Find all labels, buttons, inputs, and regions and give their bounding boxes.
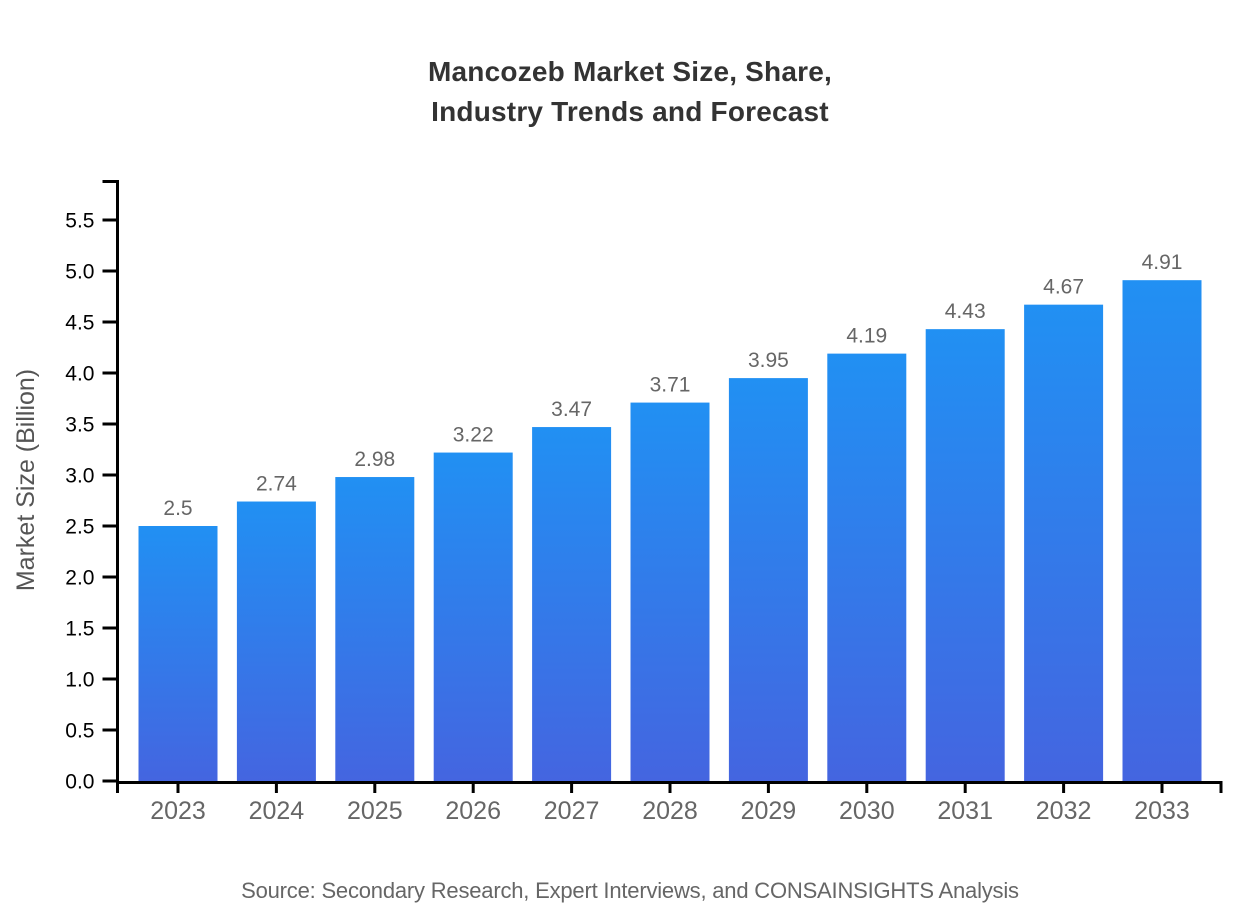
bar [1024,304,1104,781]
source-note: Source: Secondary Research, Expert Inter… [241,878,1019,903]
bar-value-label: 3.47 [551,398,592,421]
x-tick-label: 2025 [347,797,403,825]
y-tick-label: 0.5 [65,720,94,743]
bar [630,402,710,781]
bar-value-label: 4.67 [1043,276,1084,299]
y-tick-label: 1.0 [65,669,94,692]
bar [138,526,218,781]
bar-value-label: 4.43 [945,300,986,323]
x-axis [116,781,1223,793]
bar [728,378,808,781]
bar-value-label: 2.98 [354,448,395,471]
x-tick-label: 2032 [1036,797,1092,825]
y-tick-label: 4.0 [65,363,94,386]
x-tick-label: 2024 [249,797,305,825]
y-tick-label: 3.0 [65,465,94,488]
bar-value-label: 4.91 [1142,251,1183,274]
bar [532,427,612,781]
bar-value-label: 4.19 [846,325,887,348]
bar-value-label: 3.71 [650,374,691,397]
bar-value-label: 2.74 [256,473,297,496]
y-axis-title: Market Size (Billion) [12,369,40,591]
y-tick-label: 0.0 [65,771,94,794]
x-tick-label: 2029 [741,797,797,825]
x-tick-label: 2027 [544,797,600,825]
y-tick-label: 3.5 [65,414,94,437]
y-tick-label: 2.5 [65,516,94,539]
x-tick-label: 2030 [839,797,895,825]
bar [433,452,513,781]
y-tick-label: 5.5 [65,210,94,233]
bar [1122,280,1202,781]
y-axis [102,180,119,781]
bar [236,501,316,781]
y-tick-label: 4.5 [65,312,94,335]
x-tick-label: 2023 [150,797,206,825]
bar [335,477,415,781]
y-tick-label: 2.0 [65,567,94,590]
bar-value-label: 2.5 [163,497,192,520]
bar-value-label: 3.22 [453,424,494,447]
bar-value-label: 3.95 [748,349,789,372]
bar [925,329,1005,781]
bar [827,353,907,781]
y-tick-label: 5.0 [65,261,94,284]
x-tick-label: 2026 [445,797,501,825]
x-tick-label: 2033 [1134,797,1190,825]
y-tick-label: 1.5 [65,618,94,641]
x-tick-label: 2028 [642,797,698,825]
x-tick-label: 2031 [937,797,993,825]
